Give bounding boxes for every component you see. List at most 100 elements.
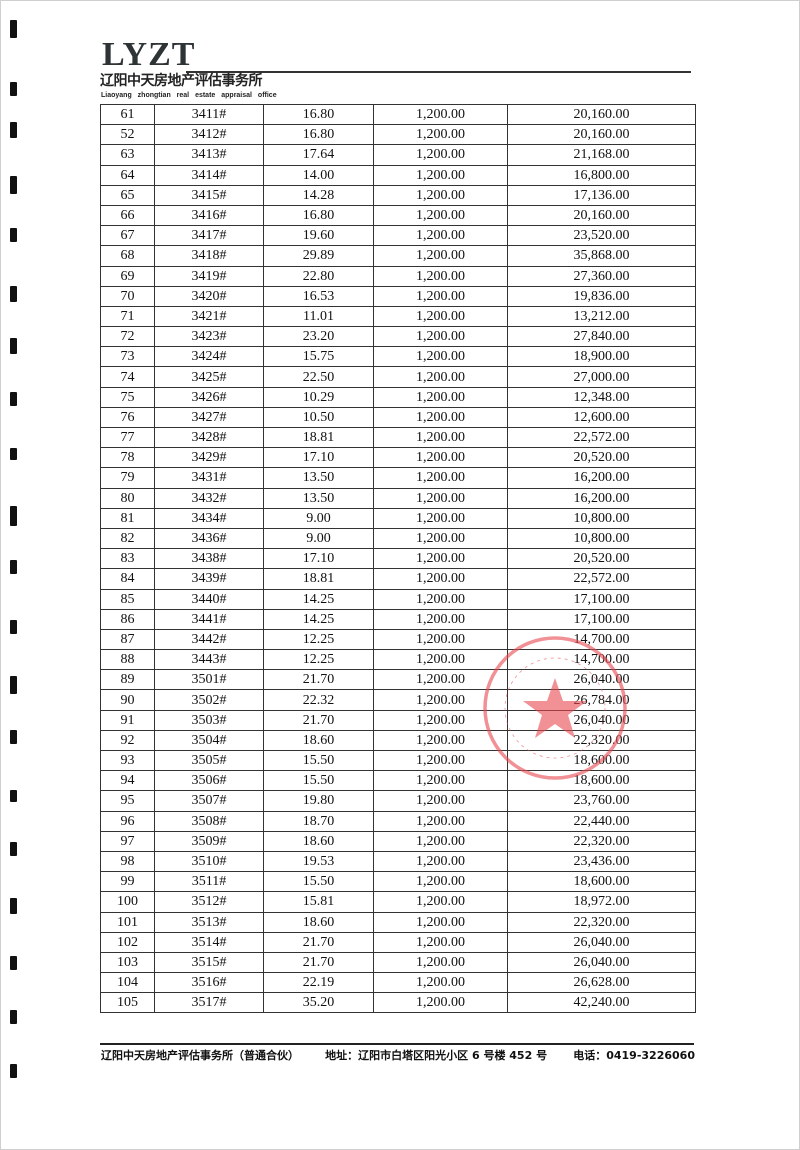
room-number-cell: 3441#: [154, 608, 264, 630]
footer-company: 辽阳中天房地产评估事务所（普通合伙）: [101, 1049, 299, 1062]
table-row: 100 3512# 15.81 1,200.00 18,972.00: [100, 891, 696, 913]
binder-hole: [10, 448, 17, 460]
table-row: 69 3419# 22.80 1,200.00 27,360.00: [100, 265, 696, 287]
area-cell: 14.00: [263, 164, 374, 186]
table-row: 101 3513# 18.60 1,200.00 22,320.00: [100, 911, 696, 933]
room-number-cell: 3412#: [154, 124, 264, 146]
binder-hole: [10, 392, 17, 406]
area-cell: 21.70: [263, 951, 374, 974]
unit-price-cell: 1,200.00: [373, 245, 508, 267]
unit-price-cell: 1,200.00: [373, 628, 508, 651]
row-number-cell: 77: [100, 426, 155, 449]
row-number-cell: 76: [100, 406, 155, 429]
binder-hole: [10, 506, 17, 526]
room-number-cell: 3442#: [154, 628, 264, 651]
table-row: 99 3511# 15.50 1,200.00 18,600.00: [100, 871, 696, 893]
row-number-cell: 104: [100, 972, 155, 994]
row-number-cell: 52: [100, 124, 155, 146]
binder-hole: [10, 1064, 17, 1078]
total-value-cell: 18,600.00: [507, 770, 696, 792]
binder-hole: [10, 898, 17, 914]
binder-hole: [10, 676, 17, 694]
row-number-cell: 80: [100, 487, 155, 509]
row-number-cell: 66: [100, 204, 155, 227]
area-cell: 15.50: [263, 749, 374, 772]
unit-price-cell: 1,200.00: [373, 406, 508, 429]
unit-price-cell: 1,200.00: [373, 184, 508, 206]
room-number-cell: 3510#: [154, 850, 264, 873]
unit-price-cell: 1,200.00: [373, 608, 508, 630]
unit-price-cell: 1,200.00: [373, 326, 508, 348]
area-cell: 12.25: [263, 628, 374, 651]
unit-price-cell: 1,200.00: [373, 588, 508, 610]
row-number-cell: 70: [100, 285, 155, 307]
unit-price-cell: 1,200.00: [373, 810, 508, 832]
total-value-cell: 20,520.00: [507, 548, 696, 570]
total-value-cell: 13,212.00: [507, 305, 696, 328]
row-number-cell: 96: [100, 810, 155, 832]
unit-price-cell: 1,200.00: [373, 770, 508, 792]
room-number-cell: 3511#: [154, 871, 264, 893]
binder-hole: [10, 228, 17, 242]
table-row: 72 3423# 23.20 1,200.00 27,840.00: [100, 326, 696, 348]
area-cell: 14.28: [263, 184, 374, 206]
footer-divider: [100, 1043, 694, 1045]
area-cell: 10.50: [263, 406, 374, 429]
total-value-cell: 23,436.00: [507, 850, 696, 873]
total-value-cell: 26,784.00: [507, 689, 696, 711]
area-cell: 22.50: [263, 366, 374, 388]
room-number-cell: 3505#: [154, 749, 264, 772]
table-row: 90 3502# 22.32 1,200.00 26,784.00: [100, 689, 696, 711]
table-row: 89 3501# 21.70 1,200.00 26,040.00: [100, 669, 696, 691]
row-number-cell: 93: [100, 749, 155, 772]
valuation-table: 61 3411# 16.80 1,200.00 20,160.00 52 3412# 16.8…: [100, 103, 696, 1014]
company-name-cn: 辽阳中天房地产评估事务所: [100, 73, 263, 89]
room-number-cell: 3517#: [154, 992, 264, 1014]
room-number-cell: 3428#: [154, 426, 264, 449]
total-value-cell: 20,520.00: [507, 447, 696, 469]
row-number-cell: 101: [100, 911, 155, 933]
total-value-cell: 16,200.00: [507, 487, 696, 509]
area-cell: 10.29: [263, 386, 374, 408]
room-number-cell: 3504#: [154, 729, 264, 752]
unit-price-cell: 1,200.00: [373, 992, 508, 1014]
unit-price-cell: 1,200.00: [373, 951, 508, 974]
unit-price-cell: 1,200.00: [373, 649, 508, 671]
unit-price-cell: 1,200.00: [373, 346, 508, 368]
row-number-cell: 73: [100, 346, 155, 368]
binder-hole: [10, 82, 17, 96]
area-cell: 15.81: [263, 891, 374, 913]
table-row: 74 3425# 22.50 1,200.00 27,000.00: [100, 366, 696, 388]
total-value-cell: 27,360.00: [507, 265, 696, 287]
row-number-cell: 82: [100, 527, 155, 550]
unit-price-cell: 1,200.00: [373, 447, 508, 469]
unit-price-cell: 1,200.00: [373, 850, 508, 873]
row-number-cell: 99: [100, 871, 155, 893]
unit-price-cell: 1,200.00: [373, 386, 508, 408]
row-number-cell: 71: [100, 305, 155, 328]
table-row: 82 3436# 9.00 1,200.00 10,800.00: [100, 527, 696, 550]
table-row: 92 3504# 18.60 1,200.00 22,320.00: [100, 729, 696, 752]
binder-hole: [10, 730, 17, 744]
table-row: 61 3411# 16.80 1,200.00 20,160.00: [100, 103, 696, 126]
room-number-cell: 3419#: [154, 265, 264, 287]
unit-price-cell: 1,200.00: [373, 709, 508, 731]
room-number-cell: 3443#: [154, 649, 264, 671]
table-row: 70 3420# 16.53 1,200.00 19,836.00: [100, 285, 696, 307]
binder-hole: [10, 338, 17, 354]
footer-address: 地址：辽阳市白塔区阳光小区 6 号楼 452 号: [325, 1049, 548, 1062]
unit-price-cell: 1,200.00: [373, 871, 508, 893]
total-value-cell: 12,348.00: [507, 386, 696, 408]
room-number-cell: 3421#: [154, 305, 264, 328]
unit-price-cell: 1,200.00: [373, 830, 508, 852]
room-number-cell: 3426#: [154, 386, 264, 408]
room-number-cell: 3429#: [154, 447, 264, 469]
unit-price-cell: 1,200.00: [373, 144, 508, 166]
area-cell: 17.10: [263, 548, 374, 570]
area-cell: 14.25: [263, 588, 374, 610]
room-number-cell: 3516#: [154, 972, 264, 994]
binder-hole: [10, 620, 17, 634]
row-number-cell: 64: [100, 164, 155, 186]
room-number-cell: 3436#: [154, 527, 264, 550]
table-row: 63 3413# 17.64 1,200.00 21,168.00: [100, 144, 696, 166]
